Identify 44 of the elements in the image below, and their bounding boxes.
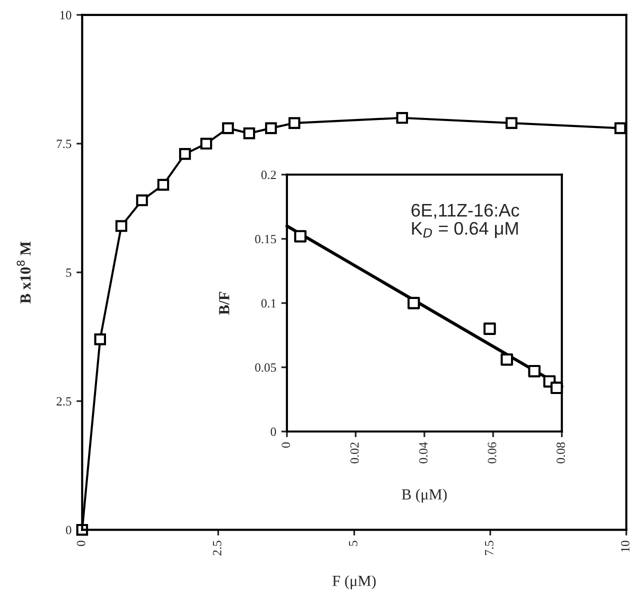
y-axis-title: B x10$^{8}$ M — [16, 242, 31, 304]
y-tick-label: 0 — [66, 526, 72, 534]
x-tick-label: 0.06 — [488, 442, 496, 464]
y-tick-label: 10 — [60, 10, 72, 20]
y-tick-label: 2.5 — [56, 397, 72, 406]
x-tick-label: 2.5 — [212, 540, 222, 556]
point — [265, 122, 277, 134]
point — [528, 364, 541, 378]
x-tick-label: 0 — [76, 540, 86, 546]
point — [200, 138, 212, 150]
y-tick-label: 0.2 — [261, 170, 276, 180]
x-tick-label: 0.08 — [556, 442, 566, 464]
y-tick-label: 7.5 — [56, 140, 72, 148]
point — [500, 353, 514, 366]
x-tick-label: 10 — [621, 540, 630, 552]
point — [396, 112, 408, 124]
x-tick-label: 0 — [282, 442, 290, 448]
point — [179, 148, 191, 160]
point — [243, 127, 256, 140]
y-tick-label: 0.1 — [261, 299, 276, 308]
x-tick-label: 5 — [349, 540, 358, 546]
point — [94, 333, 106, 346]
point — [222, 122, 234, 134]
x-tick-label: 7.5 — [485, 540, 494, 556]
x-axis-title: F (μM) — [332, 575, 376, 590]
point — [506, 117, 518, 129]
annotation: 6E,11Z-16:Ac K$_{D}$ = 0.64 μM — [412, 204, 520, 238]
x-tick-label: 0.02 — [350, 442, 359, 464]
point — [136, 194, 148, 206]
point — [550, 382, 563, 394]
point — [115, 220, 128, 232]
y-tick-label: 0 — [270, 428, 276, 436]
point — [483, 322, 496, 335]
y-tick-label: 0.15 — [255, 234, 276, 244]
x-tick-label: 0.04 — [419, 442, 428, 464]
point — [288, 117, 300, 129]
y-tick-label: 0.05 — [255, 363, 276, 372]
point — [294, 230, 307, 242]
y-axis-title: B/F — [219, 292, 230, 315]
point — [157, 178, 170, 191]
x-axis-title: B (μM) — [402, 488, 447, 503]
point — [408, 296, 420, 310]
point — [614, 122, 626, 134]
y-tick-label: 5 — [66, 268, 72, 277]
